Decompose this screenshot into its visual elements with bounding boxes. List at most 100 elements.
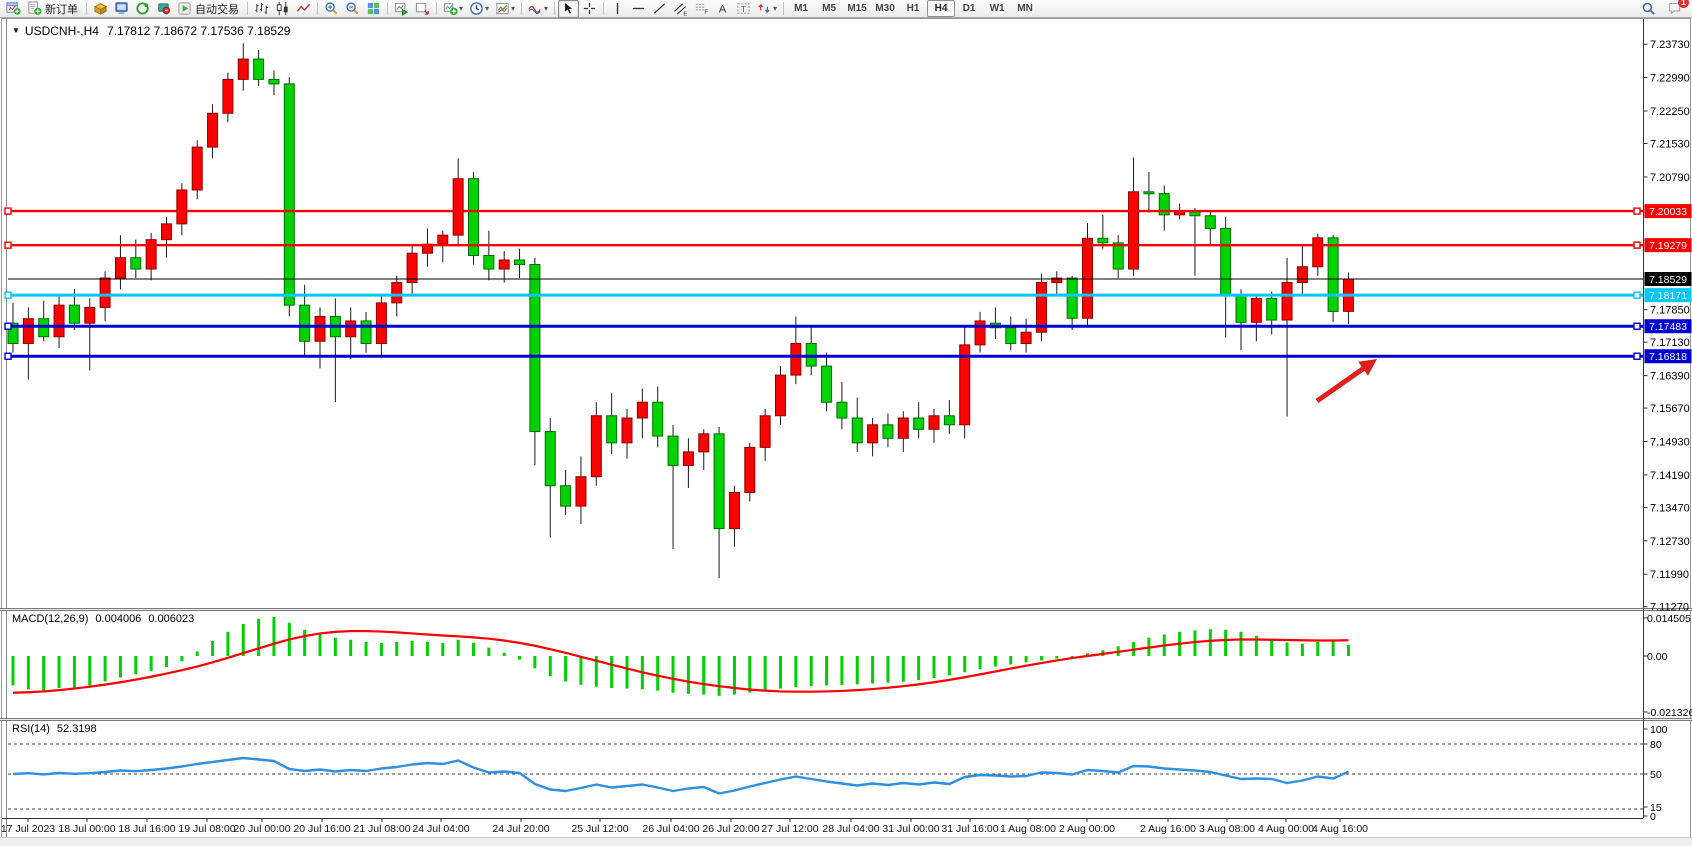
bearish-candle <box>1143 191 1155 195</box>
chart-shift-button[interactable] <box>412 0 433 18</box>
bearish-candle <box>913 417 925 430</box>
line-handle[interactable] <box>4 352 12 360</box>
timeframe-m15-button[interactable]: M15 <box>847 3 867 14</box>
bullish-candle <box>237 58 249 80</box>
timeframe-h4-button[interactable]: H4 <box>927 0 956 17</box>
market-watch-button[interactable] <box>90 0 111 18</box>
bearish-candle <box>468 178 479 256</box>
notifications-button[interactable]: 1 <box>1665 0 1689 18</box>
cursor-button[interactable] <box>558 0 580 18</box>
zoom-out-button[interactable] <box>342 0 363 18</box>
bullish-candle <box>145 239 157 270</box>
line-handle[interactable] <box>1633 241 1641 249</box>
bullish-candle <box>1296 266 1308 284</box>
vertical-line-button[interactable] <box>607 0 628 18</box>
navigator-button[interactable] <box>132 0 153 18</box>
crosshair-button[interactable] <box>579 0 600 18</box>
timeframe-d1-button[interactable]: D1 <box>962 3 976 14</box>
bullish-candle <box>575 476 587 507</box>
bearish-candle <box>544 431 556 487</box>
bullish-candle <box>452 178 464 236</box>
toolbar-separator <box>783 2 785 15</box>
candles-layer <box>7 43 1354 579</box>
timeframe-mn-button[interactable]: MN <box>1017 3 1033 14</box>
line-handle[interactable] <box>4 322 12 330</box>
time-tick-label: 21 Jul 08:00 <box>353 823 410 835</box>
periods-button[interactable]: ▾ <box>466 0 492 18</box>
zoom-out-icon <box>345 1 360 16</box>
horizontal-line-button[interactable] <box>628 0 649 18</box>
candle-chart-mode-button[interactable] <box>272 0 293 18</box>
auto-scroll-button[interactable] <box>391 0 412 18</box>
price-axis[interactable]: 7.23730 7.22990 7.22250 7.21530 7.20790 7.178… <box>1643 39 1692 614</box>
templates-button[interactable]: ▾ <box>492 0 518 18</box>
bearish-candle <box>1266 297 1278 321</box>
new-order-button[interactable]: 新订单 <box>24 0 83 18</box>
line-handle[interactable] <box>4 241 12 249</box>
bearish-candle <box>299 304 311 342</box>
crosshair-icon <box>582 1 597 16</box>
indicators-button[interactable]: ▾ <box>440 0 466 18</box>
bullish-candle <box>897 417 909 439</box>
chevron-down-icon: ▾ <box>544 4 549 13</box>
time-tick-label: 20 Jul 00:00 <box>233 823 290 835</box>
bullish-candle <box>1250 297 1262 323</box>
rsi-panel-area[interactable] <box>8 721 1643 818</box>
indicator-list-button[interactable]: ▾ <box>525 0 551 18</box>
bullish-candle <box>498 259 510 270</box>
search-button[interactable] <box>1638 0 1659 18</box>
line-chart-mode-button[interactable] <box>293 0 314 18</box>
timeframe-m1-button[interactable]: M1 <box>794 3 809 14</box>
price-axis-area[interactable] <box>1644 20 1692 818</box>
text-button[interactable]: A <box>712 0 733 18</box>
panel-splitter[interactable] <box>0 718 1692 721</box>
line-handle[interactable] <box>4 207 12 215</box>
panel-splitter[interactable] <box>0 608 1692 611</box>
line-handle[interactable] <box>1633 322 1641 330</box>
main-chart-area[interactable] <box>8 20 1643 608</box>
bearish-candle <box>851 417 863 444</box>
bullish-candle <box>375 302 387 345</box>
text-label-button[interactable]: T <box>733 0 754 18</box>
line-handle[interactable] <box>4 291 12 299</box>
trendline-button[interactable] <box>649 0 670 18</box>
bullish-candle <box>1051 277 1063 284</box>
timeframe-m30-button[interactable]: M30 <box>875 3 895 14</box>
macd-signal-line <box>12 629 1349 694</box>
indicators-icon <box>443 1 458 16</box>
data-window-button[interactable] <box>111 0 132 18</box>
line-handle[interactable] <box>1633 207 1641 215</box>
new-chart-button[interactable] <box>3 0 24 18</box>
fibonacci-button[interactable]: F <box>691 0 712 18</box>
tile-windows-button[interactable] <box>363 0 384 18</box>
time-tick-label: 20 Jul 16:00 <box>293 823 350 835</box>
bullish-candle <box>1128 191 1140 270</box>
navigator-icon <box>135 1 150 16</box>
macd-panel: 0.014505 0.00 -0.021326 <box>11 613 1692 719</box>
bearish-candle <box>943 415 955 426</box>
line-handle[interactable] <box>1633 291 1641 299</box>
terminal-button[interactable] <box>153 0 174 18</box>
bullish-candle <box>161 223 172 241</box>
timeframe-h1-button[interactable]: H1 <box>906 3 920 14</box>
time-tick-label: 27 Jul 12:00 <box>761 823 818 835</box>
bullish-candle <box>775 374 786 417</box>
time-axis[interactable]: 17 Jul 202318 Jul 00:0018 Jul 16:0019 Ju… <box>1 818 1368 835</box>
price-tag <box>1644 319 1692 334</box>
timeframe-m5-button[interactable]: M5 <box>822 3 837 14</box>
equidistant-channel-button[interactable]: E <box>670 0 691 18</box>
line-handle[interactable] <box>1633 352 1641 360</box>
zoom-in-button[interactable] <box>321 0 342 18</box>
arrow-objects-button[interactable]: ▾ <box>754 0 780 18</box>
time-axis-area[interactable] <box>0 819 1643 837</box>
macd-panel-area[interactable] <box>8 611 1643 718</box>
arrow-annotation[interactable] <box>1315 359 1377 404</box>
tile-windows-icon <box>366 1 381 16</box>
bullish-candle <box>744 446 756 494</box>
auto-trading-button[interactable]: 自动交易 <box>174 0 244 18</box>
bearish-candle <box>253 58 265 80</box>
price-tag <box>1644 204 1692 219</box>
bearish-candle <box>1158 193 1170 216</box>
timeframe-w1-button[interactable]: W1 <box>989 3 1005 14</box>
bar-chart-mode-button[interactable] <box>251 0 272 18</box>
